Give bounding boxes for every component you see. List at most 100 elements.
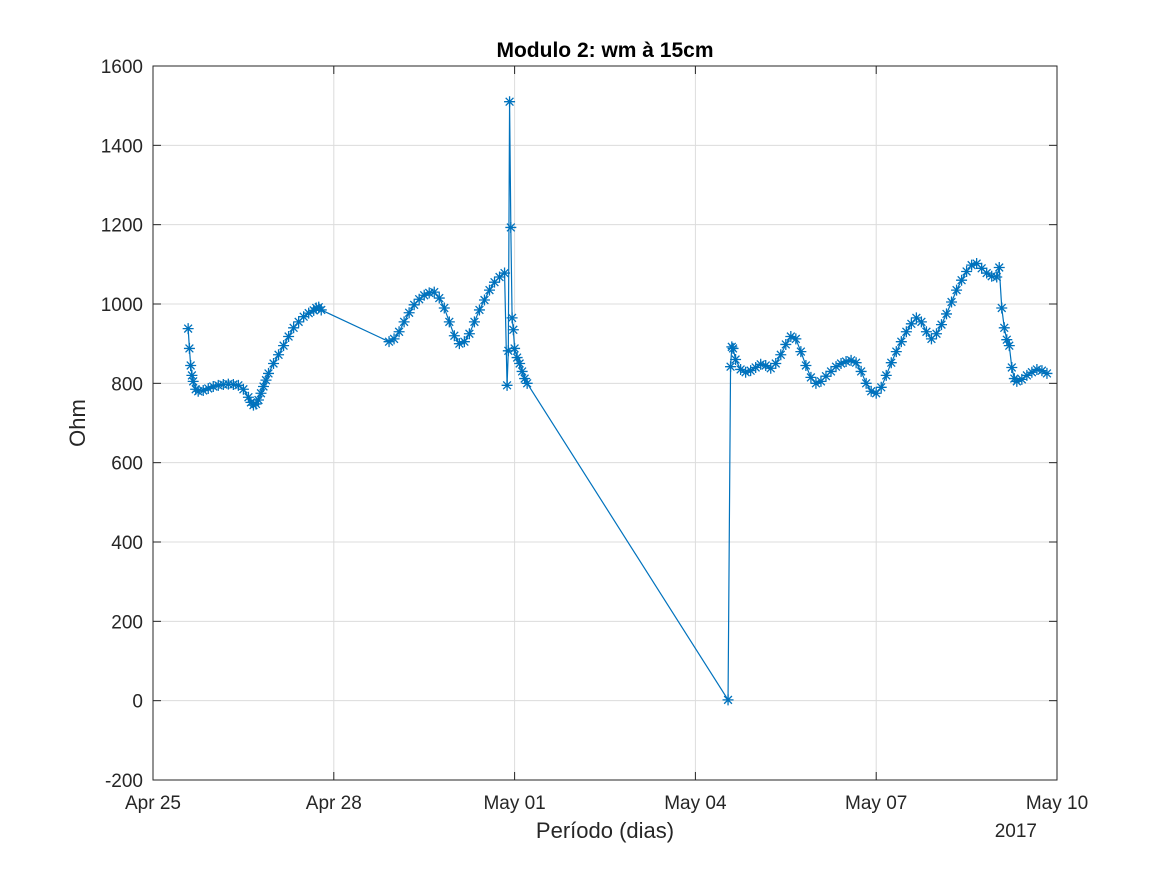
data-point-marker — [506, 312, 518, 324]
data-point-marker — [255, 387, 267, 399]
data-point-marker — [504, 96, 516, 108]
y-tick-label: 800 — [111, 374, 143, 395]
y-tick-label: -200 — [105, 771, 143, 792]
data-point-marker — [875, 381, 887, 393]
data-point-marker — [986, 270, 998, 282]
data-point-marker — [185, 359, 197, 371]
data-point-marker — [790, 333, 802, 345]
data-point-marker — [935, 319, 947, 331]
data-point-marker — [483, 284, 495, 296]
data-point-marker — [186, 369, 198, 381]
data-point-marker — [293, 316, 305, 328]
data-point-marker — [910, 312, 922, 324]
data-point-marker — [722, 694, 734, 706]
data-point-marker — [519, 373, 531, 385]
data-point-marker — [310, 302, 322, 314]
data-point-marker — [946, 296, 958, 308]
data-point-marker — [900, 326, 912, 338]
data-point-marker — [192, 385, 204, 397]
data-point-marker — [795, 346, 807, 358]
data-point-marker — [765, 362, 777, 374]
data-point-marker — [501, 379, 513, 391]
data-point-marker — [509, 342, 521, 354]
data-point-marker — [438, 302, 450, 314]
data-point-marker — [785, 331, 797, 343]
data-point-marker — [1041, 367, 1053, 379]
data-point-marker — [725, 361, 737, 373]
data-point-marker — [895, 336, 907, 348]
data-point-marker — [850, 357, 862, 369]
x-tick-label: May 01 — [483, 793, 545, 814]
data-point-marker — [820, 370, 832, 382]
data-point-marker — [870, 387, 882, 399]
data-point-marker — [303, 307, 315, 319]
data-point-marker — [835, 358, 847, 369]
data-point-marker — [257, 381, 269, 393]
data-point-marker — [993, 262, 1005, 274]
data-point-marker — [423, 287, 435, 299]
data-point-marker — [930, 328, 942, 340]
data-point-marker — [433, 292, 445, 304]
x-tick-label: May 04 — [664, 793, 727, 814]
data-point-marker — [250, 398, 262, 410]
data-point-marker — [502, 345, 514, 357]
data-point-marker — [920, 326, 932, 338]
x-tick-label: Apr 25 — [125, 793, 181, 814]
data-point-marker — [730, 354, 742, 366]
data-point-marker — [237, 383, 249, 395]
data-point-marker — [966, 259, 978, 271]
data-point-marker — [1026, 366, 1038, 378]
data-point-marker — [750, 361, 762, 373]
data-point-marker — [1001, 334, 1013, 346]
data-point-marker — [443, 316, 455, 328]
data-point-marker — [408, 299, 420, 311]
data-point-marker — [890, 346, 902, 358]
data-series — [182, 96, 1053, 706]
data-point-marker — [453, 338, 465, 350]
data-point-marker — [273, 349, 285, 361]
data-point-marker — [182, 323, 194, 335]
data-point-marker — [760, 359, 772, 371]
data-point-marker — [398, 316, 410, 328]
data-point-marker — [1016, 373, 1028, 385]
data-point-marker — [278, 340, 290, 352]
data-point-marker — [961, 265, 973, 277]
data-point-marker — [915, 316, 927, 328]
data-point-marker — [516, 365, 528, 377]
data-point-marker — [727, 342, 739, 354]
data-point-marker — [499, 267, 511, 279]
x-axis-label: Período (dias) — [536, 818, 674, 843]
data-point-marker — [755, 358, 767, 370]
axis-ticks: -200 0 200 400 600 800 1000 1200 1400 1600 Apr 25 A… — [101, 57, 1088, 814]
data-point-marker — [855, 365, 867, 377]
data-point-marker — [478, 294, 490, 306]
x-tick-label: May 10 — [1026, 793, 1088, 814]
data-point-marker — [825, 365, 837, 377]
data-point-marker — [1036, 365, 1048, 377]
data-point-marker — [227, 379, 239, 391]
data-point-marker — [283, 331, 295, 343]
y-tick-label: 600 — [111, 454, 143, 475]
y-tick-label: 1400 — [101, 136, 143, 157]
plot-area — [152, 65, 1058, 781]
data-point-marker — [514, 358, 526, 369]
data-point-marker — [810, 377, 822, 389]
data-point-marker — [1031, 363, 1043, 375]
data-point-marker — [505, 221, 517, 233]
data-point-marker — [740, 366, 752, 378]
data-point-marker — [383, 336, 395, 348]
data-point-marker — [187, 375, 199, 387]
data-point-marker — [315, 304, 327, 316]
data-point-marker — [805, 371, 817, 383]
data-point-marker — [800, 359, 812, 371]
data-point-marker — [830, 361, 842, 373]
data-point-marker — [1003, 340, 1015, 352]
data-point-marker — [298, 311, 310, 323]
data-point-marker — [951, 284, 963, 296]
data-point-marker — [976, 262, 988, 274]
data-point-marker — [489, 276, 501, 288]
data-point-marker — [925, 333, 937, 345]
data-point-marker — [428, 286, 440, 298]
data-point-marker — [905, 318, 917, 330]
y-tick-label: 1600 — [101, 57, 143, 78]
